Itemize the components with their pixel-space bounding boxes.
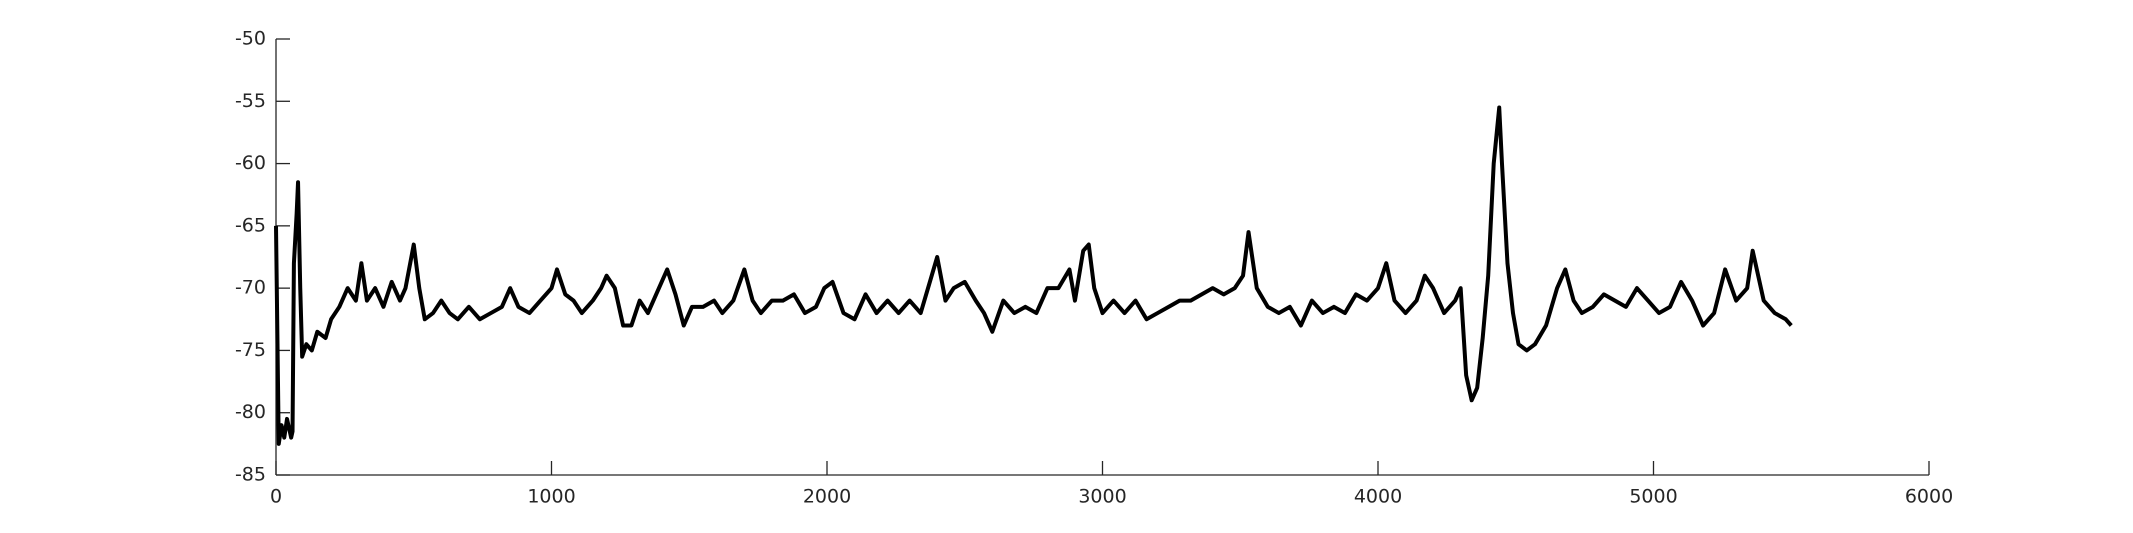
x-tick-label: 0 bbox=[270, 486, 282, 508]
x-tick-label: 2000 bbox=[803, 486, 851, 508]
x-tick-label: 1000 bbox=[527, 486, 575, 508]
y-tick-label: -70 bbox=[235, 277, 266, 299]
x-tick-label: 6000 bbox=[1905, 486, 1953, 508]
x-tick-label: 3000 bbox=[1078, 486, 1126, 508]
y-tick-label: -80 bbox=[235, 401, 266, 423]
x-tick-label: 4000 bbox=[1354, 486, 1402, 508]
y-tick-label: -60 bbox=[235, 152, 266, 174]
y-tick-label: -55 bbox=[235, 90, 266, 112]
data-line bbox=[274, 105, 1793, 446]
y-tick-label: -50 bbox=[235, 28, 266, 50]
y-tick-label: -65 bbox=[235, 214, 266, 236]
x-tick-label: 5000 bbox=[1629, 486, 1677, 508]
y-tick-label: -85 bbox=[235, 464, 266, 486]
y-tick-label: -75 bbox=[235, 339, 266, 361]
